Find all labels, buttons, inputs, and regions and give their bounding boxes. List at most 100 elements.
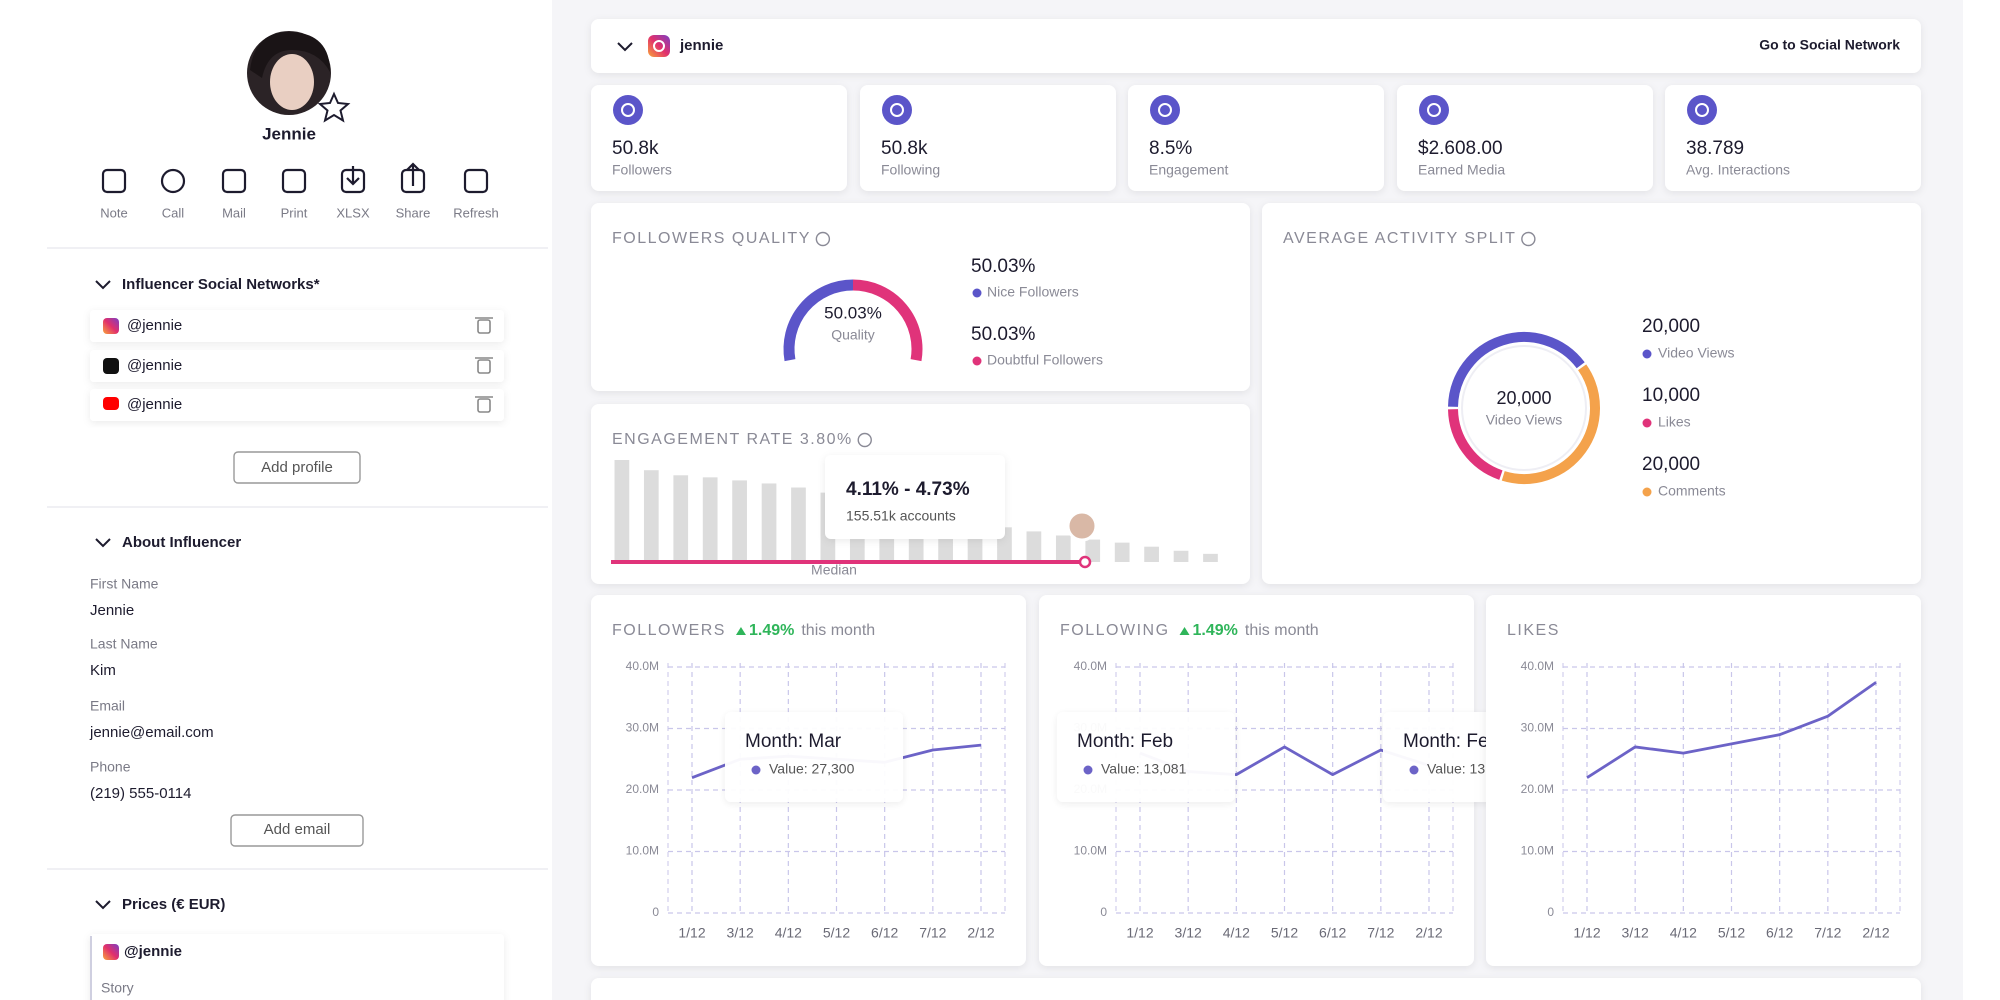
tooltip-dot <box>751 765 761 775</box>
card <box>860 85 1116 191</box>
engagement-bar <box>732 480 747 562</box>
action-label: Call <box>162 205 185 220</box>
card <box>591 19 1921 73</box>
delete-icon[interactable] <box>477 319 491 334</box>
stat-label: Following <box>881 162 940 178</box>
card <box>591 203 1250 391</box>
action-icon[interactable] <box>281 168 307 194</box>
action-label: Print <box>281 205 308 220</box>
change-arrow <box>735 627 746 635</box>
activity-label: Likes <box>1658 414 1691 430</box>
stat-icon <box>1687 95 1717 125</box>
card <box>1486 595 1921 966</box>
delete-icon[interactable] <box>477 398 491 413</box>
tooltip-accounts: 155.51k accounts <box>846 508 956 524</box>
y-tick-label: 10.0M <box>626 844 659 858</box>
action-label: Note <box>100 205 127 220</box>
activity-arc <box>1448 332 1585 407</box>
action-icon[interactable] <box>221 168 247 194</box>
legend-dot <box>1642 487 1652 497</box>
help-icon[interactable] <box>857 432 872 448</box>
card-title: FOLLOWERS <box>612 622 726 639</box>
activity-value: 20,000 <box>1642 316 1700 337</box>
engagement-bar <box>761 483 777 562</box>
account-handle: @jennie <box>127 396 182 413</box>
median-label: Median <box>811 562 857 578</box>
engagement-bar <box>1085 539 1101 562</box>
engagement-bar <box>1055 535 1071 562</box>
quality-arc <box>783 279 854 362</box>
stat-label: Followers <box>612 162 672 178</box>
price-card <box>90 934 504 1000</box>
donut-label: Video Views <box>1486 412 1563 428</box>
tooltip-month: Month: Feb <box>1077 731 1173 752</box>
x-tick-label: 1/12 <box>1573 925 1600 941</box>
network-icon <box>103 397 119 410</box>
y-tick-label: 20.0M <box>626 782 659 796</box>
favorite-star[interactable] <box>317 91 351 123</box>
button-label: Add email <box>264 821 331 838</box>
x-tick-label: 5/12 <box>823 925 850 941</box>
chevron[interactable] <box>95 538 111 548</box>
y-tick-label: 40.0M <box>1521 659 1554 673</box>
field-value: Jennie <box>90 602 134 619</box>
legend-dot <box>972 288 982 298</box>
y-tick-label: 40.0M <box>626 659 659 673</box>
action-label: Share <box>396 205 431 220</box>
profile-name: Jennie <box>262 124 316 143</box>
action-icon[interactable] <box>160 168 186 194</box>
stat-icon-glyph <box>621 103 635 117</box>
action-arrow <box>406 162 420 186</box>
network-icon <box>103 358 119 374</box>
quality-value: 50.03% <box>971 324 1036 345</box>
stat-icon <box>613 95 643 125</box>
stat-icon-glyph <box>890 103 904 117</box>
y-tick-label: 0 <box>1547 905 1554 919</box>
delete-icon[interactable] <box>477 359 491 374</box>
avatar-face <box>270 54 314 110</box>
tooltip-month: Month: Feb <box>1403 731 1499 752</box>
activity-value: 20,000 <box>1642 454 1700 475</box>
action-label: Refresh <box>453 205 499 220</box>
x-tick-label: 4/12 <box>1670 925 1697 941</box>
y-tick-label: 10.0M <box>1074 844 1107 858</box>
stat-icon-glyph <box>1158 103 1172 117</box>
chevron[interactable] <box>95 900 111 910</box>
chevron[interactable] <box>95 280 111 290</box>
action-icon[interactable] <box>101 168 127 194</box>
stat-icon-glyph <box>1695 103 1709 117</box>
y-tick-label: 0 <box>1100 905 1107 919</box>
stat-value: 50.8k <box>881 138 928 159</box>
stat-icon <box>882 95 912 125</box>
donut-value: 20,000 <box>1496 388 1551 408</box>
legend-dot <box>972 356 982 366</box>
field-value: (219) 555-0114 <box>90 785 191 802</box>
legend-dot <box>1642 349 1652 359</box>
account-row <box>90 350 504 382</box>
field-value: Kim <box>90 662 116 679</box>
help-icon[interactable] <box>1521 231 1536 247</box>
series-line <box>1586 681 1877 779</box>
stat-icon <box>1150 95 1180 125</box>
account-row <box>90 310 504 342</box>
chart-tooltip <box>1057 712 1235 802</box>
network-icon <box>103 318 119 334</box>
engagement-bar <box>702 477 718 562</box>
card-title: FOLLOWERS QUALITY <box>612 230 811 247</box>
header-link[interactable]: Go to Social Network <box>1759 37 1900 53</box>
action-icon[interactable] <box>463 168 489 194</box>
help-icon[interactable] <box>815 231 831 247</box>
x-tick-label: 3/12 <box>1622 925 1649 941</box>
card-title: LIKES <box>1507 622 1560 639</box>
chevron[interactable] <box>617 42 633 52</box>
add-email-button[interactable] <box>230 814 364 847</box>
stat-value: 8.5% <box>1149 138 1192 159</box>
x-tick-label: 4/12 <box>1223 925 1250 941</box>
card-title: FOLLOWING <box>1060 622 1170 639</box>
card <box>1128 85 1384 191</box>
network-icon <box>648 35 670 57</box>
add-profile-button[interactable] <box>233 451 361 484</box>
tooltip-range: 4.11% - 4.73% <box>846 479 970 500</box>
engagement-bar <box>1144 546 1159 562</box>
